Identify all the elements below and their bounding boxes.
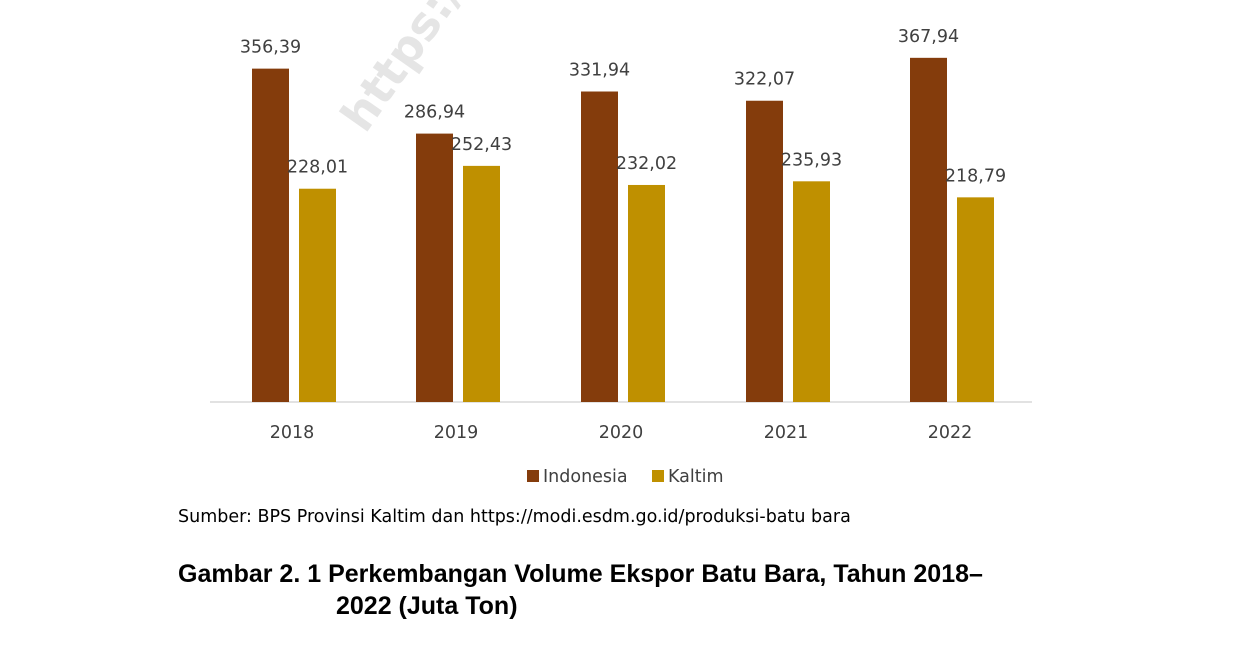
data-label-kaltim-2021: 235,93 [781, 150, 842, 170]
bars-group [252, 57, 994, 403]
data-labels-group: 356,39 228,01 286,94 252,43 331,94 232,02 322,… [240, 27, 1006, 187]
data-label-indonesia-2021: 322,07 [734, 70, 795, 90]
bar-indonesia-2021 [746, 100, 783, 403]
legend-label-indonesia: Indonesia [543, 467, 628, 487]
bar-indonesia-2020 [581, 91, 618, 402]
caption-line-1: Gambar 2. 1 Perkembangan Volume Ekspor B… [178, 560, 983, 588]
x-tick-label-2022: 2022 [928, 423, 973, 443]
x-tick-labels-group: 2018 2019 2020 2021 2022 [270, 423, 973, 443]
bar-kaltim-2018 [299, 188, 336, 402]
x-tick-label-2018: 2018 [270, 423, 315, 443]
data-label-kaltim-2022: 218,79 [945, 166, 1006, 186]
legend-label-kaltim: Kaltim [668, 467, 724, 487]
legend-swatch-kaltim [652, 470, 664, 482]
data-label-indonesia-2020: 331,94 [569, 61, 630, 81]
bar-indonesia-2022 [910, 57, 947, 403]
bar-chart: 356,39 228,01 286,94 252,43 331,94 232,02 322,… [210, 27, 1032, 487]
source-note: Sumber: BPS Provinsi Kaltim dan https://… [178, 507, 851, 527]
bar-kaltim-2021 [793, 181, 830, 402]
data-label-kaltim-2018: 228,01 [287, 158, 348, 178]
data-label-kaltim-2020: 232,02 [616, 154, 677, 174]
bar-kaltim-2020 [628, 184, 665, 402]
figure-caption: Gambar 2. 1 Perkembangan Volume Ekspor B… [178, 558, 1058, 622]
x-tick-label-2019: 2019 [434, 423, 479, 443]
data-label-indonesia-2019: 286,94 [404, 103, 465, 123]
bar-kaltim-2019 [463, 165, 500, 402]
x-tick-label-2020: 2020 [599, 423, 644, 443]
legend: Indonesia Kaltim [527, 467, 724, 487]
data-label-kaltim-2019: 252,43 [451, 135, 512, 155]
x-tick-label-2021: 2021 [764, 423, 809, 443]
bar-kaltim-2022 [957, 197, 994, 402]
bar-indonesia-2019 [416, 133, 453, 403]
legend-swatch-indonesia [527, 470, 539, 482]
caption-line-2: 2022 (Juta Ton) [336, 592, 518, 620]
bar-indonesia-2018 [252, 68, 289, 402]
data-label-indonesia-2018: 356,39 [240, 38, 301, 58]
data-label-indonesia-2022: 367,94 [898, 27, 959, 47]
